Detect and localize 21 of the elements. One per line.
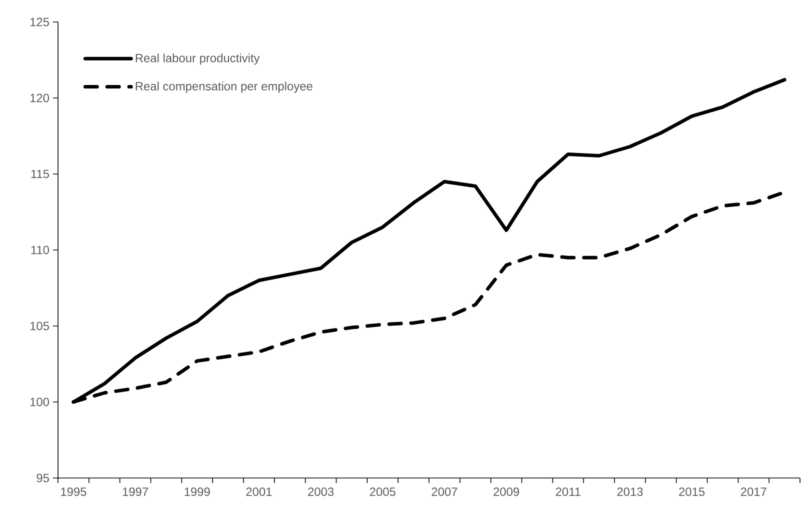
x-tick-label: 2013 [617,488,643,496]
y-tick-label: 95 [36,474,49,482]
x-tick-label: 2007 [432,488,458,496]
x-tick-label: 2011 [556,488,580,496]
x-tick-label: 2009 [494,488,520,496]
y-tick-label: 115 [31,170,49,178]
x-tick-label: 2003 [308,488,334,496]
y-tick-label: 125 [30,18,49,26]
x-tick-label: 1995 [61,488,86,496]
legend-label: Real labour productivity [136,54,260,65]
x-tick-label: 1999 [184,488,210,496]
y-tick-label: 105 [30,322,49,330]
y-tick-label: 120 [30,94,50,102]
y-tick-label: 100 [30,398,50,406]
x-tick-label: 2015 [679,488,705,496]
x-tick-label: 2017 [740,488,766,496]
y-tick-label: 110 [31,246,50,254]
legend-label: Real compensation per employee [136,82,312,93]
x-tick-label: 2005 [370,488,396,496]
x-tick-label: 1997 [122,488,148,496]
x-tick-label: 2001 [246,488,272,496]
